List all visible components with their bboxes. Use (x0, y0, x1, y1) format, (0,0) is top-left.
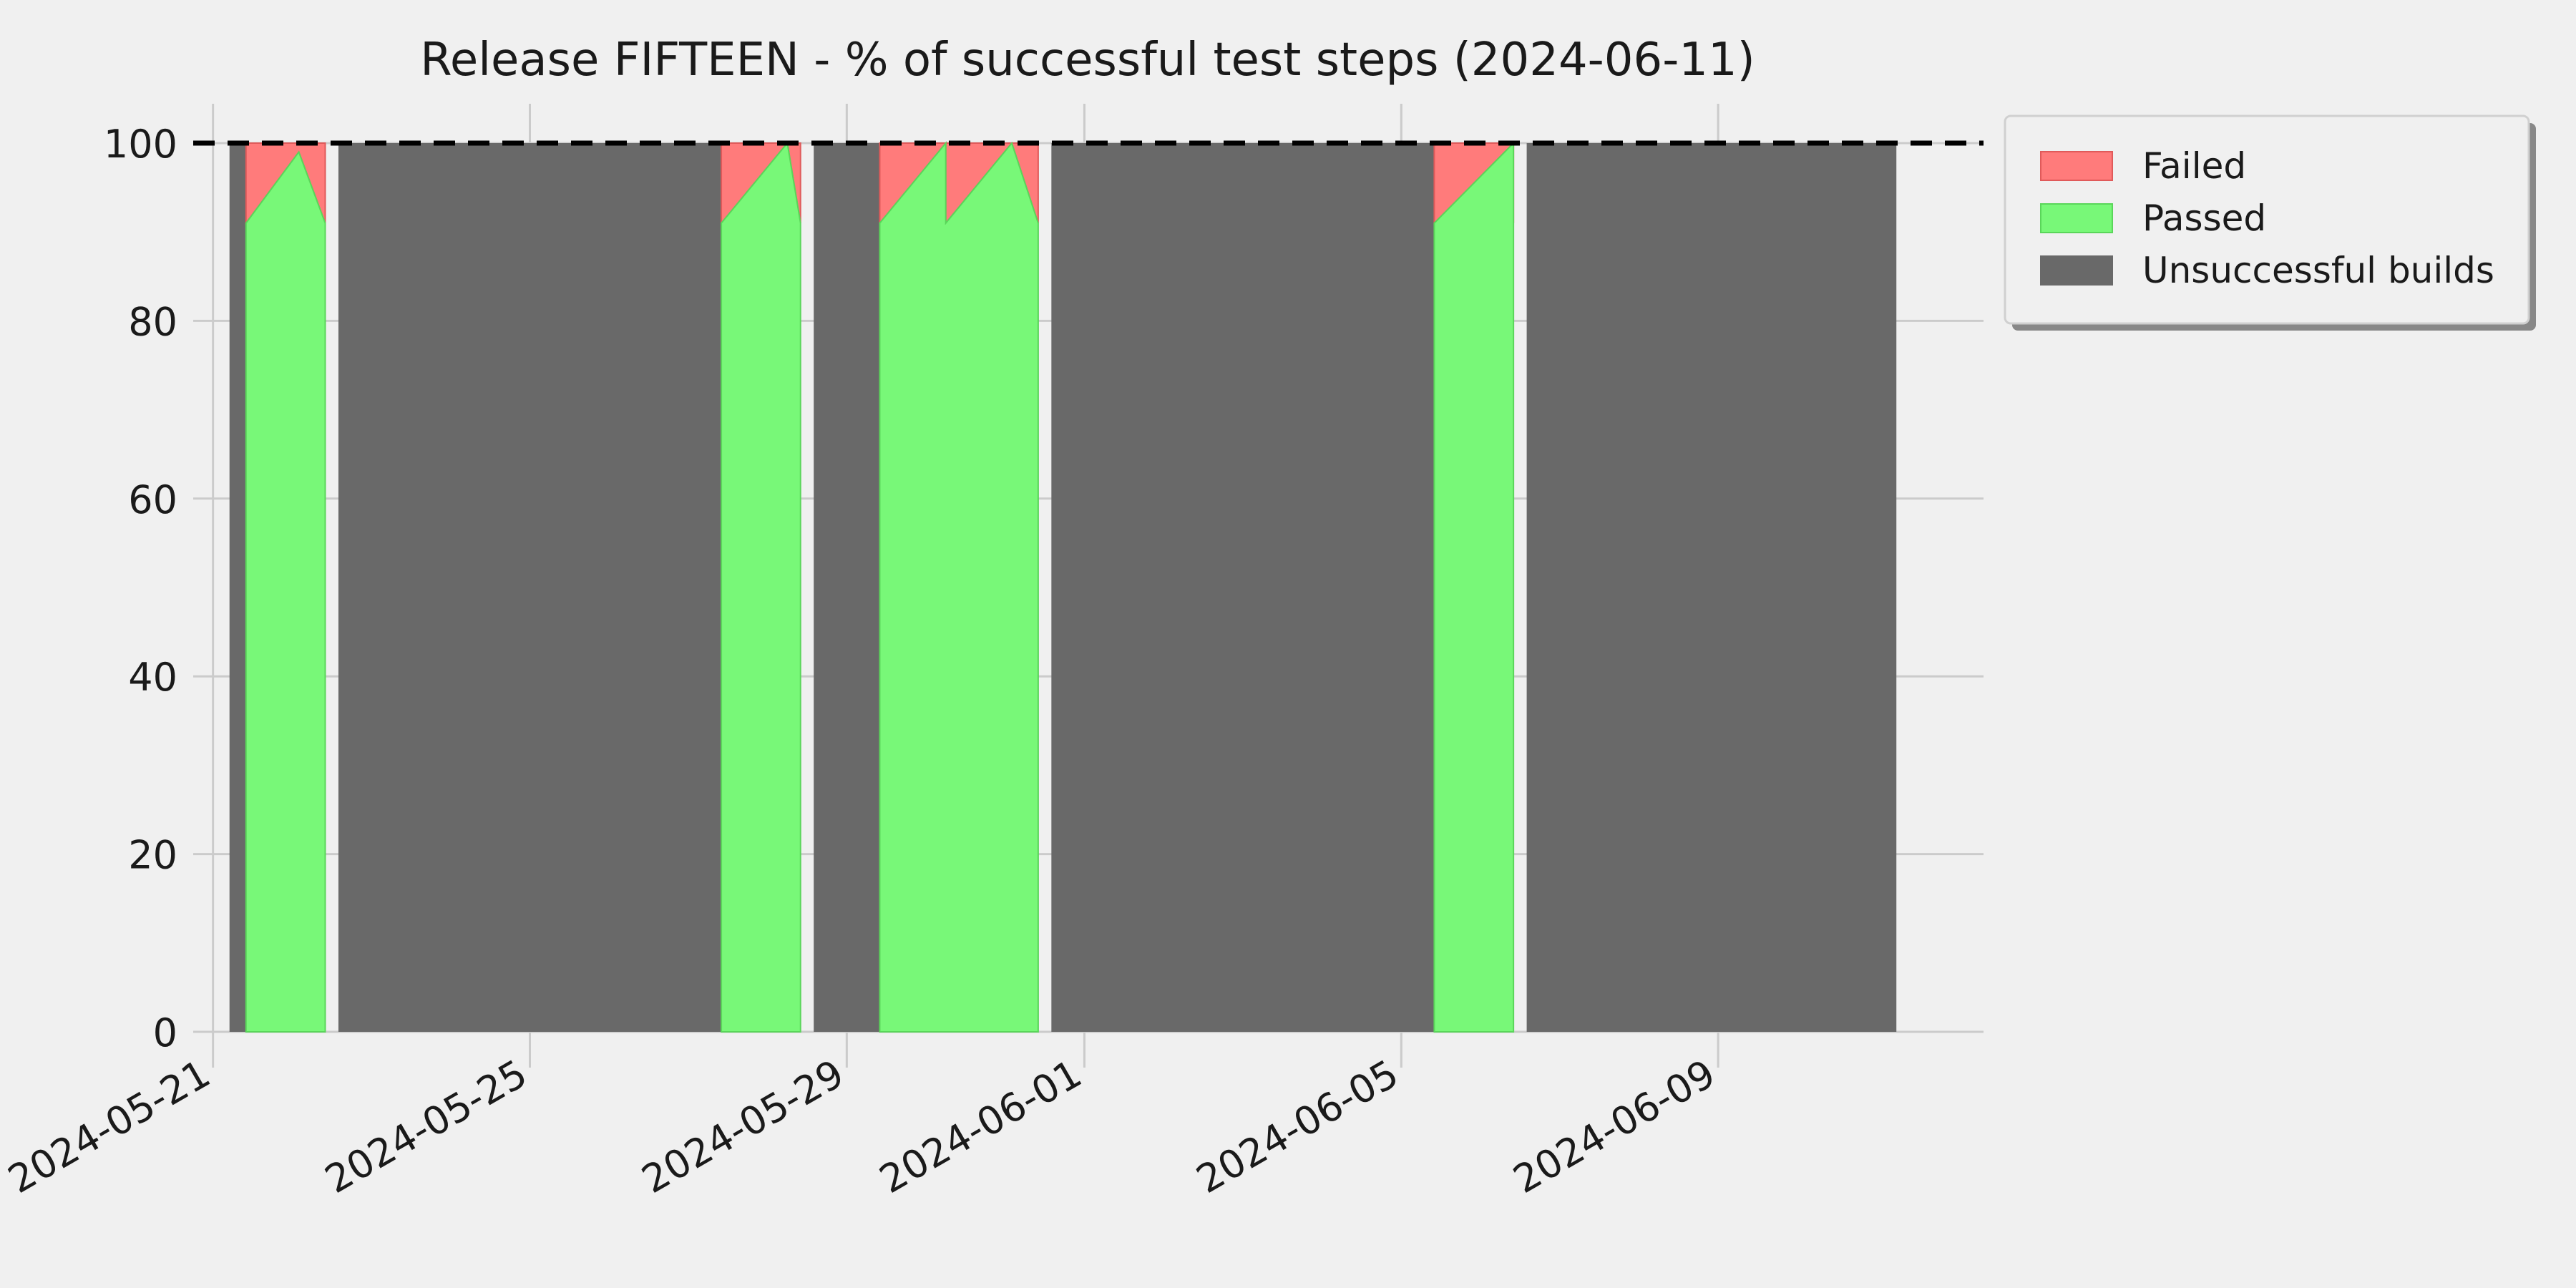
legend-label: Failed (2142, 145, 2246, 187)
legend-label: Passed (2142, 197, 2266, 239)
unsuccessful-build-bar (1051, 143, 1448, 1032)
y-tick-label: 40 (128, 655, 177, 700)
y-tick-label: 0 (153, 1010, 177, 1055)
passed-area (879, 141, 1039, 1033)
y-tick-label: 60 (128, 477, 177, 522)
legend-swatch (2040, 151, 2113, 181)
passed-area (1433, 141, 1515, 1033)
chart-title: Release FIFTEEN - % of successful test s… (420, 34, 1755, 87)
legend-label: Unsuccessful builds (2142, 250, 2494, 291)
passed-area (245, 150, 326, 1033)
y-tick-label: 20 (128, 833, 177, 878)
legend-swatch (2040, 255, 2113, 286)
unsuccessful-build-bar (1526, 143, 1897, 1032)
passed-series (245, 141, 1515, 1033)
unsuccessful-build-bar (338, 143, 735, 1032)
legend-box (2004, 114, 2530, 325)
legend: Failed Passed Unsuccessful builds (2004, 114, 2536, 331)
legend-swatch (2040, 203, 2113, 233)
passed-area (721, 141, 801, 1033)
y-tick-label: 100 (104, 122, 177, 167)
unsuccessful-builds-series (229, 143, 1897, 1032)
y-tick-label: 80 (128, 299, 177, 344)
